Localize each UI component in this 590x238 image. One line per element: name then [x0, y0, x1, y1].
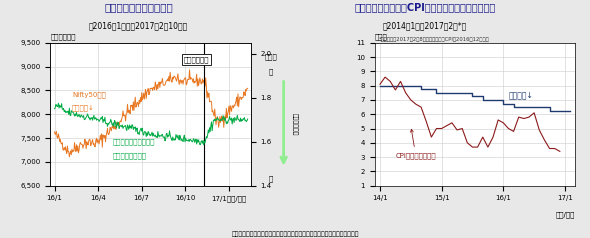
Text: （ポイント）: （ポイント） — [50, 33, 76, 40]
Text: ご参考：インドルピー: ご参考：インドルピー — [113, 139, 155, 145]
Text: 高額紙幣廃止: 高額紙幣廃止 — [184, 56, 209, 63]
Text: インドの株価指数の推移: インドの株価指数の推移 — [104, 2, 173, 12]
Text: （円）: （円） — [264, 53, 277, 60]
Text: 高: 高 — [268, 68, 273, 75]
Text: （％）: （％） — [375, 33, 388, 40]
Text: （年/月）: （年/月） — [556, 211, 575, 218]
Text: インドルピー: インドルピー — [292, 113, 297, 135]
Text: 政策金利↓: 政策金利↓ — [509, 91, 533, 100]
Text: （2016年1月初～2017年2月10日）: （2016年1月初～2017年2月10日） — [89, 21, 188, 30]
Text: （2014年1月～2017年2月*）: （2014年1月～2017年2月*） — [383, 21, 467, 30]
Text: Nifty50指数: Nifty50指数 — [72, 91, 106, 98]
Text: インドの政策金利とCPI（消費者物価指数）の推移: インドの政策金利とCPI（消費者物価指数）の推移 — [354, 2, 496, 12]
Text: 安: 安 — [268, 175, 273, 182]
Text: CPI（前年同月比）: CPI（前年同月比） — [395, 129, 436, 159]
Text: （信頼できると判断したデータをもとに日興アセットマネジメントが作成）: （信頼できると判断したデータをもとに日興アセットマネジメントが作成） — [231, 231, 359, 237]
Text: *政策金利は2017年2月8日発表分まで、CPIは2016年12月まで: *政策金利は2017年2月8日発表分まで、CPIは2016年12月まで — [379, 37, 490, 42]
Text: （左軸）↓: （左軸）↓ — [72, 105, 95, 111]
Text: （対円）（右軸）: （対円）（右軸） — [113, 152, 146, 159]
